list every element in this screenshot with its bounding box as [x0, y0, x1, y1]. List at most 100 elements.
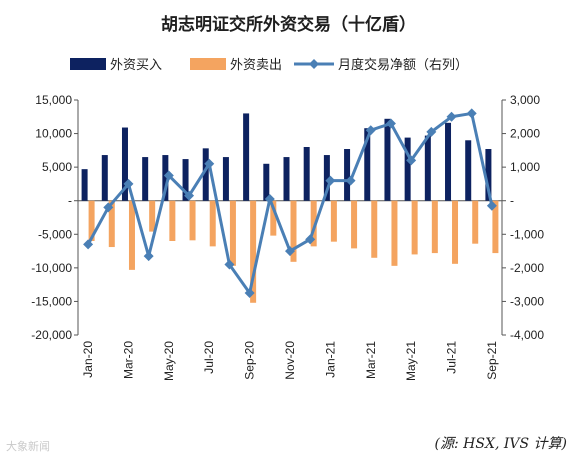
y-right-tick-label: -1,000 [510, 227, 544, 241]
x-tick-label: Mar-20 [121, 341, 135, 379]
bar-sell [472, 200, 479, 244]
bar-buy [465, 140, 472, 201]
legend-swatch-sell [190, 58, 226, 70]
bar-sell [149, 200, 156, 232]
chart-title: 胡志明证交所外资交易（十亿盾） [161, 15, 416, 35]
bar-sell [108, 200, 115, 248]
net-point [264, 194, 275, 205]
x-tick-label: Nov-20 [283, 341, 297, 380]
bar-sell [431, 200, 438, 254]
bar-buy [182, 159, 189, 201]
x-tick-label: Jan-20 [81, 341, 95, 378]
bar-buy [404, 137, 411, 201]
net-point [446, 111, 457, 122]
net-point [224, 259, 235, 270]
net-point [204, 158, 215, 169]
y-left-tick-label: -5,000 [38, 227, 72, 241]
bar-sell [189, 200, 196, 241]
watermark: 大象新闻 [6, 440, 50, 453]
net-point [184, 190, 195, 201]
bar-sell [88, 200, 95, 241]
y-right-tick-label: -3,000 [510, 294, 544, 308]
y-right-tick-label: - [510, 194, 514, 208]
net-point [325, 175, 336, 186]
net-point [406, 155, 417, 166]
bar-sell [128, 200, 135, 270]
bar-sell [492, 200, 499, 254]
legend-swatch-buy [70, 58, 106, 70]
bar-sell [250, 200, 257, 303]
y-left-tick-label: -20,000 [31, 328, 72, 342]
bar-buy [222, 157, 229, 201]
bar-buy [202, 148, 209, 201]
y-right-tick-label: 2,000 [510, 127, 540, 141]
bar-buy [384, 118, 391, 201]
net-point [285, 246, 295, 257]
x-tick-label: May-20 [162, 341, 176, 381]
net-point [365, 125, 376, 136]
y-right-tick-label: -4,000 [510, 328, 544, 342]
y-right-tick-label: 1,000 [510, 160, 540, 174]
bar-buy [344, 149, 351, 201]
net-point [83, 239, 94, 250]
bar-sell [351, 200, 358, 249]
x-tick-label: Sep-20 [243, 341, 257, 380]
net-point [143, 251, 154, 262]
bar-buy [243, 113, 250, 201]
x-tick-label: May-21 [404, 341, 418, 381]
bar-sell [209, 200, 216, 247]
net-point [123, 178, 134, 189]
net-point [305, 234, 316, 245]
legend-label-sell: 外资卖出 [230, 58, 282, 73]
net-point [345, 175, 356, 186]
y-left-tick-label: -10,000 [31, 261, 72, 275]
bar-sell [330, 200, 337, 242]
net-point [103, 202, 114, 213]
x-tick-label: Mar-21 [364, 341, 378, 379]
bar-sell [452, 200, 459, 264]
legend-swatch-net-marker [309, 59, 319, 69]
bar-sell [411, 200, 418, 255]
bar-sell [290, 200, 297, 262]
y-right-tick-label: 3,000 [510, 93, 540, 107]
bar-sell [310, 200, 317, 247]
x-tick-label: Jul-21 [445, 341, 459, 374]
bar-buy [364, 128, 371, 201]
bar-buy [283, 157, 290, 201]
net-point [163, 170, 174, 181]
bar-sell [270, 200, 277, 236]
source-note: (源: HSX, IVS 计算) [434, 436, 567, 452]
net-point [426, 126, 437, 137]
bar-buy [81, 169, 88, 201]
bar-buy [323, 155, 330, 201]
y-left-tick-label: -15,000 [31, 294, 72, 308]
y-left-tick-label: 15,000 [35, 93, 72, 107]
bar-buy [142, 157, 149, 201]
net-line [86, 111, 494, 295]
bar-buy [445, 122, 452, 201]
x-tick-label: Jan-21 [323, 341, 337, 378]
y-right-tick-label: -2,000 [510, 261, 544, 275]
bar-buy [101, 155, 108, 201]
x-tick-label: Sep-21 [485, 341, 499, 380]
bar-sell [391, 200, 398, 266]
bar-buy [303, 147, 310, 201]
bar-buy [162, 155, 169, 201]
bar-buy [424, 135, 431, 201]
y-left-tick-label: 5,000 [42, 160, 72, 174]
bar-sell [169, 200, 176, 241]
legend-label-buy: 外资买入 [110, 58, 162, 73]
net-point [486, 200, 497, 211]
x-tick-label: Jul-20 [202, 341, 216, 374]
bar-sell [229, 200, 236, 266]
bar-buy [121, 127, 128, 201]
y-left-tick-label: - [68, 194, 72, 208]
net-point [244, 288, 255, 299]
net-point [385, 118, 396, 129]
legend-label-net: 月度交易净额（右列） [338, 57, 468, 73]
bar-buy [485, 149, 492, 201]
y-left-tick-label: 10,000 [35, 127, 72, 141]
net-point [466, 108, 477, 119]
bar-sell [371, 200, 378, 258]
